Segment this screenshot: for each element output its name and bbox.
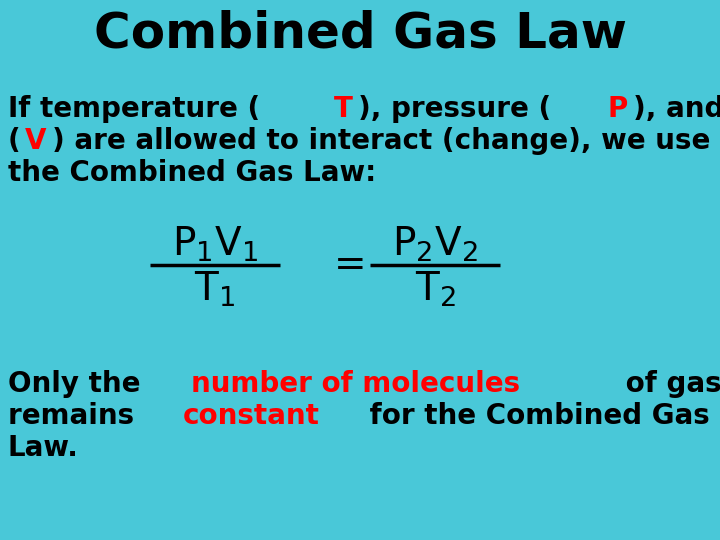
Text: constant: constant — [183, 402, 320, 430]
Text: Combined Gas Law: Combined Gas Law — [94, 10, 626, 58]
Text: $\mathsf{T_2}$: $\mathsf{T_2}$ — [415, 270, 456, 309]
Text: $=$: $=$ — [326, 244, 364, 282]
Text: Only the: Only the — [8, 370, 150, 398]
Text: of gas: of gas — [616, 370, 720, 398]
Text: V: V — [24, 127, 46, 155]
Text: P: P — [607, 95, 627, 123]
Text: $\mathsf{P_1V_1}$: $\mathsf{P_1V_1}$ — [172, 225, 258, 264]
Text: Law.: Law. — [8, 434, 79, 462]
Text: for the Combined Gas: for the Combined Gas — [360, 402, 709, 430]
Text: If temperature (: If temperature ( — [8, 95, 260, 123]
Text: ) are allowed to interact (change), we use: ) are allowed to interact (change), we u… — [52, 127, 711, 155]
Text: number of molecules: number of molecules — [192, 370, 521, 398]
Text: the Combined Gas Law:: the Combined Gas Law: — [8, 159, 377, 187]
Text: $\mathsf{T_1}$: $\mathsf{T_1}$ — [194, 270, 235, 309]
Text: T: T — [333, 95, 352, 123]
Text: ), and volume: ), and volume — [634, 95, 720, 123]
Text: ), pressure (: ), pressure ( — [358, 95, 551, 123]
Text: remains: remains — [8, 402, 144, 430]
Text: $\mathsf{P_2V_2}$: $\mathsf{P_2V_2}$ — [392, 225, 478, 264]
Text: (: ( — [8, 127, 21, 155]
